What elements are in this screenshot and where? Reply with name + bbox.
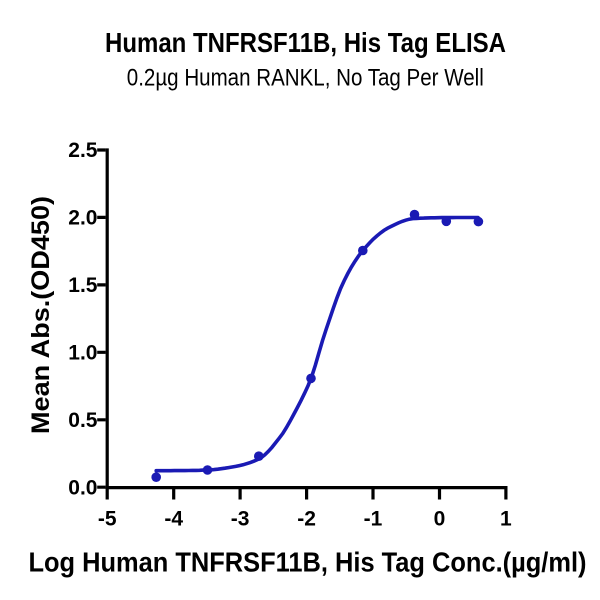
svg-text:Mean Abs.(OD450): Mean Abs.(OD450) [27, 196, 55, 434]
svg-text:0.2µg Human RANKL, No Tag Per: 0.2µg Human RANKL, No Tag Per Well [127, 64, 484, 91]
svg-text:1.5: 1.5 [68, 274, 98, 297]
svg-text:1: 1 [500, 508, 512, 531]
svg-text:0.5: 0.5 [68, 409, 98, 432]
svg-text:2.0: 2.0 [68, 207, 97, 230]
svg-text:1.0: 1.0 [68, 342, 97, 365]
svg-text:2.5: 2.5 [68, 139, 98, 162]
svg-text:-2: -2 [297, 508, 316, 531]
svg-text:-4: -4 [164, 508, 183, 531]
svg-text:Human TNFRSF11B, His Tag ELISA: Human TNFRSF11B, His Tag ELISA [105, 27, 506, 58]
svg-text:0: 0 [434, 508, 446, 531]
svg-text:-1: -1 [364, 508, 383, 531]
svg-text:-5: -5 [98, 508, 117, 531]
svg-text:-3: -3 [231, 508, 250, 531]
svg-text:0.0: 0.0 [68, 476, 97, 499]
svg-text:Log Human TNFRSF11B, His Tag C: Log Human TNFRSF11B, His Tag Conc.(µg/ml… [29, 547, 587, 578]
